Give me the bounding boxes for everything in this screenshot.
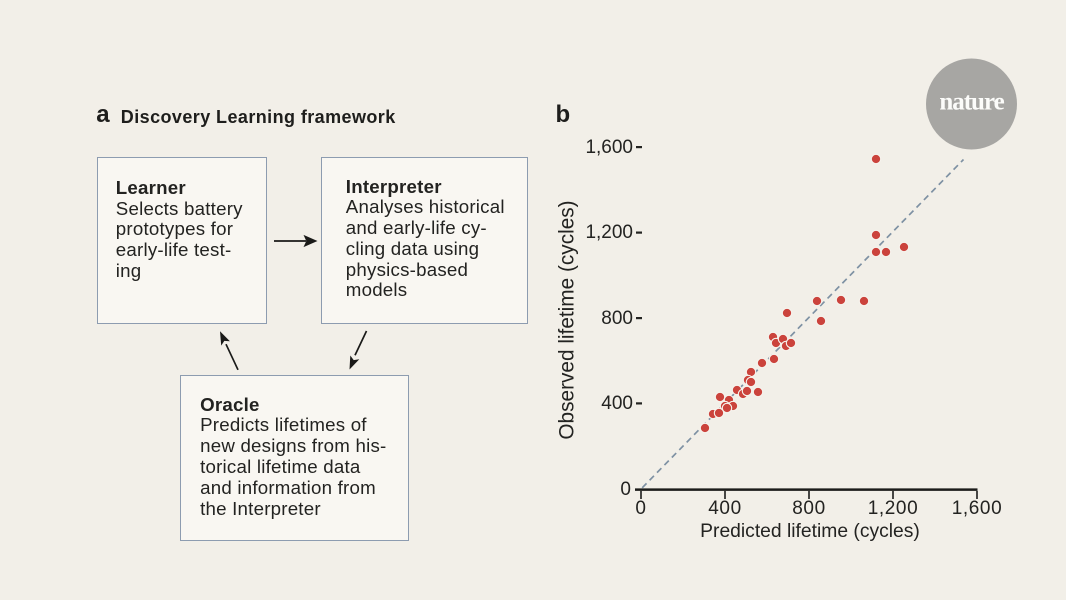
svg-text:nature: nature bbox=[939, 88, 1004, 115]
